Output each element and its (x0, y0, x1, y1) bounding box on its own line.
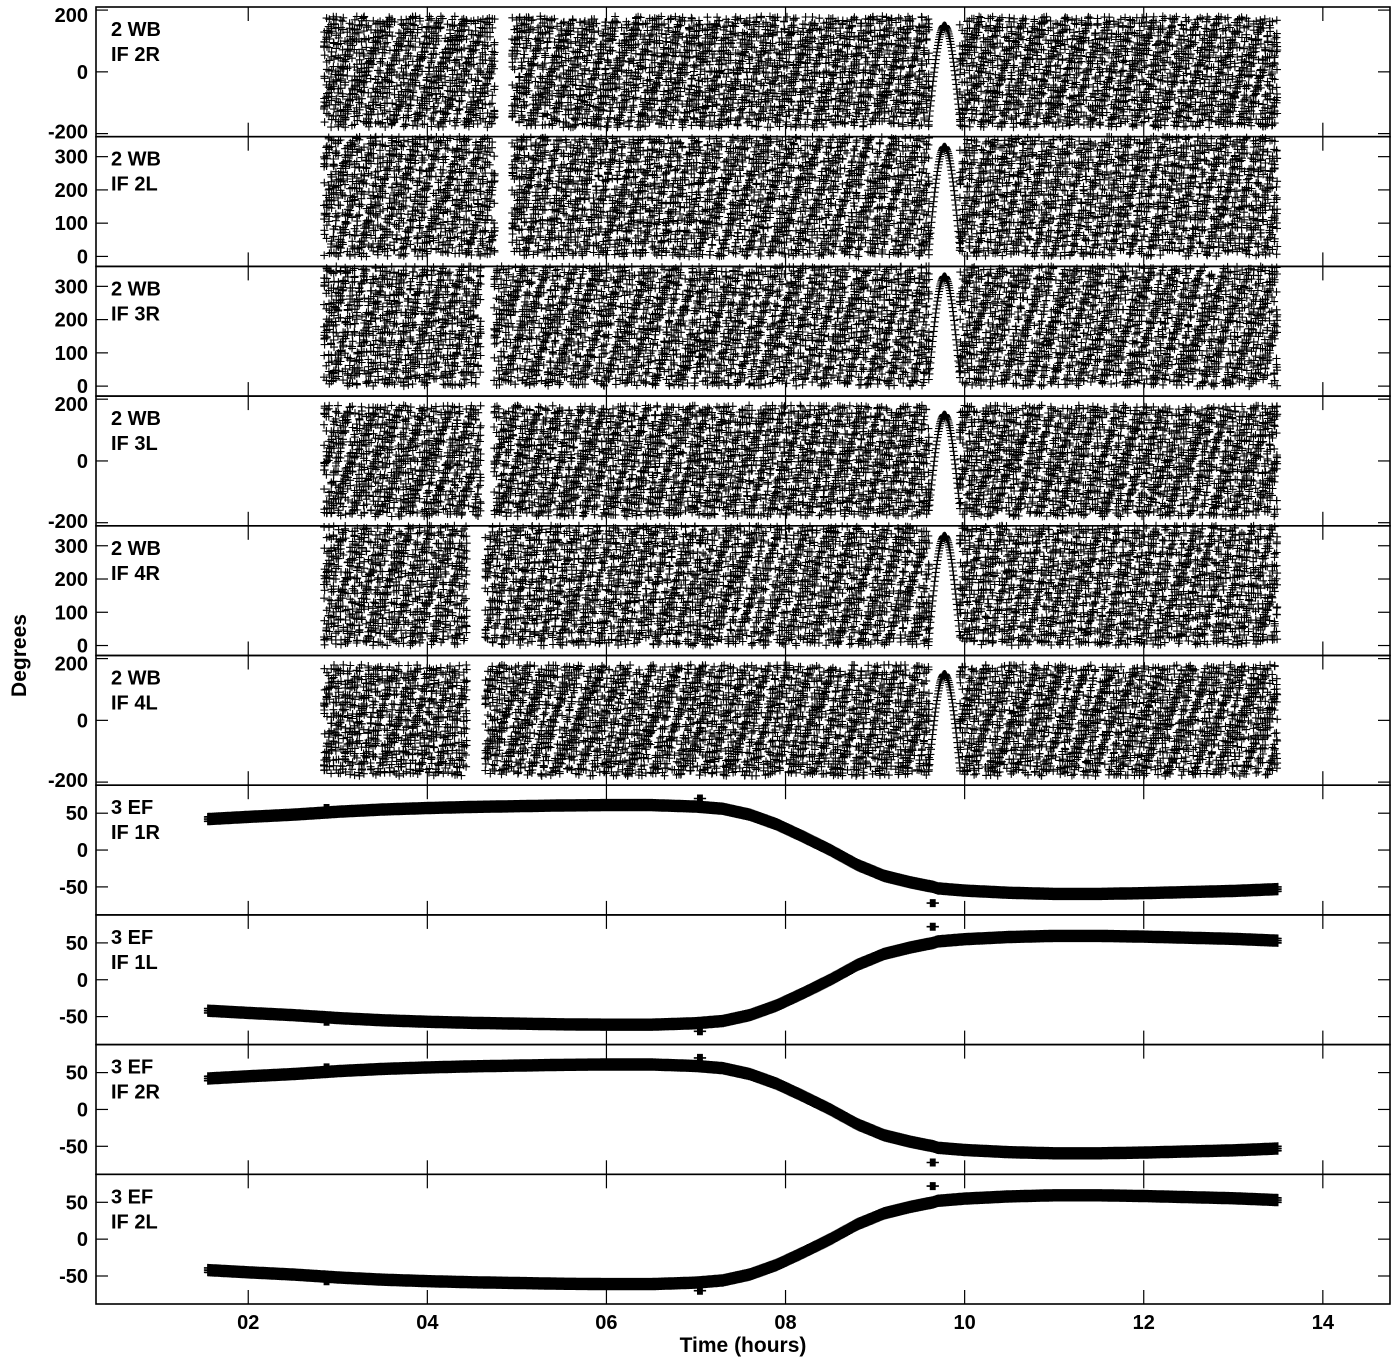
y-axis-title: Degrees (8, 614, 31, 697)
panel-8: -50 0 50 3 EF IF 1L (59, 914, 1391, 1046)
y-tick-label: 100 (55, 213, 88, 235)
y-tick-label: 0 (77, 62, 88, 84)
panel-label-line1: 2 WB (111, 278, 161, 300)
panel-6: -200 0 200 2 WB IF 4L (48, 654, 1391, 792)
y-tick-label: 300 (55, 536, 88, 558)
y-tick-label: 50 (66, 933, 88, 955)
y-tick-label: -50 (59, 1136, 88, 1158)
y-tick-label: 0 (77, 636, 88, 658)
y-tick-label: 100 (55, 602, 88, 624)
x-tick-label-12: 12 (1133, 1312, 1155, 1334)
y-tick-label: 0 (77, 246, 88, 268)
y-tick-label: 0 (77, 1229, 88, 1251)
data-points (320, 401, 1282, 521)
data-points (203, 794, 1282, 908)
y-tick-label: 200 (55, 569, 88, 591)
y-tick-label: 300 (55, 276, 88, 298)
panel-label-line2: IF 3R (111, 303, 160, 325)
panel-10: -50 0 50 3 EF IF 2L (59, 1173, 1391, 1305)
panel-label-line2: IF 2L (111, 1211, 158, 1233)
x-tick-label-08: 08 (774, 1312, 796, 1334)
panel-label-line2: IF 4L (111, 693, 158, 715)
y-tick-label: 0 (77, 376, 88, 398)
panel-9: -50 0 50 3 EF IF 2R (59, 1043, 1391, 1176)
panel-label-line1: 3 EF (111, 1057, 153, 1079)
data-points (320, 132, 1282, 261)
y-tick-label: 100 (55, 343, 88, 365)
panel-2: 0 100 200 300 2 WB IF 2L (55, 132, 1391, 268)
data-points (203, 1053, 1282, 1167)
panel-label-line2: IF 1R (111, 822, 160, 844)
y-tick-label: -200 (48, 770, 88, 792)
y-tick-label: 50 (66, 1192, 88, 1214)
panel-7: -50 0 50 3 EF IF 1R (59, 784, 1391, 916)
panel-1: -200 0 200 2 WB IF 2R (48, 5, 1391, 144)
panel-label-line1: 2 WB (111, 19, 161, 41)
panel-label-line2: IF 1L (111, 952, 158, 974)
data-points (203, 1182, 1282, 1295)
y-tick-label: 50 (66, 1063, 88, 1085)
x-tick-label-06: 06 (595, 1312, 617, 1334)
data-points (203, 922, 1282, 1036)
panel-label-line2: IF 2L (111, 174, 158, 196)
x-tick-label-10: 10 (954, 1312, 976, 1334)
y-tick-label: 200 (55, 654, 88, 676)
y-tick-label: 0 (77, 1099, 88, 1121)
panel-5: 0 100 200 300 2 WB IF 4R (55, 521, 1391, 658)
panel-4: -200 0 200 2 WB IF 3L (48, 394, 1391, 533)
x-tick-label-02: 02 (237, 1312, 259, 1334)
panel-label-line1: 2 WB (111, 408, 161, 430)
x-axis: 02 04 06 08 10 12 14 (237, 1312, 1335, 1334)
x-axis-title: Time (hours) (680, 1334, 807, 1357)
data-points (320, 660, 1282, 780)
panel-label-line1: 3 EF (111, 797, 153, 819)
y-tick-label: 200 (55, 310, 88, 332)
panel-3: 0 100 200 300 2 WB IF 3R (55, 262, 1391, 398)
y-tick-label: 200 (55, 180, 88, 202)
y-tick-label: 300 (55, 147, 88, 169)
y-tick-label: 50 (66, 803, 88, 825)
y-tick-label: 200 (55, 5, 88, 27)
data-points (320, 262, 1282, 391)
y-tick-label: 0 (77, 451, 88, 473)
x-tick-label-14: 14 (1312, 1312, 1335, 1334)
data-points (320, 521, 1282, 650)
y-tick-label: 0 (77, 840, 88, 862)
data-points (320, 12, 1282, 132)
y-tick-label: -50 (59, 877, 88, 899)
panel-label-line1: 3 EF (111, 927, 153, 949)
panel-label-line1: 2 WB (111, 668, 161, 690)
y-tick-label: 200 (55, 394, 88, 416)
y-tick-label: -50 (59, 1007, 88, 1029)
panel-label-line2: IF 2R (111, 44, 160, 66)
y-tick-label: -200 (48, 122, 88, 144)
panel-label-line1: 2 WB (111, 149, 161, 171)
y-tick-label: 0 (77, 970, 88, 992)
panel-label-line1: 2 WB (111, 538, 161, 560)
panel-label-line2: IF 2R (111, 1082, 160, 1104)
panel-label-line1: 3 EF (111, 1186, 153, 1208)
y-tick-label: 0 (77, 710, 88, 732)
y-tick-label: -200 (48, 511, 88, 533)
panel-label-line2: IF 4R (111, 563, 160, 585)
panel-label-line2: IF 3L (111, 433, 158, 455)
y-tick-label: -50 (59, 1266, 88, 1288)
x-tick-label-04: 04 (416, 1312, 439, 1334)
